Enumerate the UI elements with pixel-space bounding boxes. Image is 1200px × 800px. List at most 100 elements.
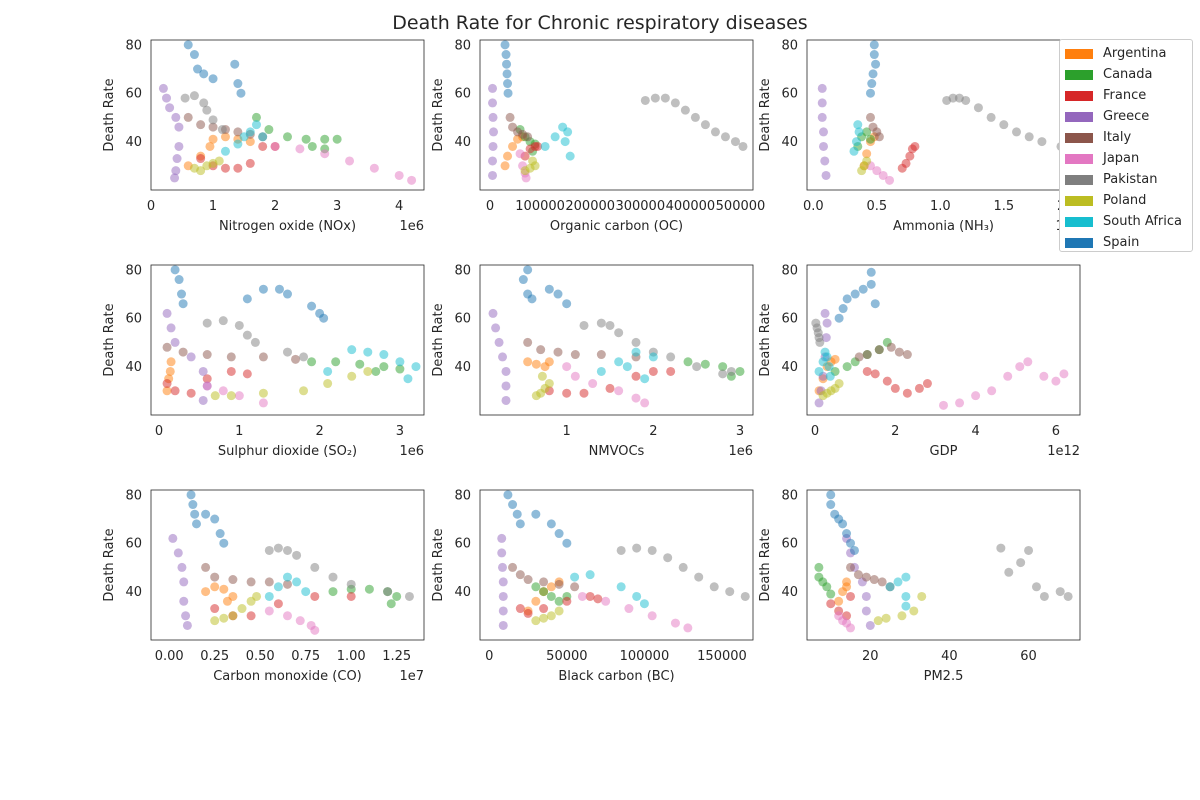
data-point	[553, 347, 563, 357]
series-poland	[520, 156, 540, 176]
x-axis-label: PM2.5	[924, 669, 964, 684]
data-point	[553, 289, 563, 299]
series-japan	[264, 606, 320, 635]
data-point	[546, 591, 556, 601]
data-point	[878, 170, 888, 180]
y-tick-label: 60	[454, 312, 471, 327]
series-spain	[865, 40, 881, 98]
y-tick-label: 40	[125, 135, 142, 150]
y-tick-label: 40	[454, 360, 471, 375]
legend-item-italy: Italy	[1065, 127, 1192, 148]
data-point	[217, 125, 227, 135]
data-point	[501, 366, 511, 376]
data-point	[817, 112, 827, 122]
data-point	[631, 347, 641, 357]
data-point	[663, 553, 673, 563]
data-point	[624, 604, 634, 614]
plot-frame	[806, 39, 1081, 191]
data-point	[395, 364, 405, 374]
data-point	[320, 134, 330, 144]
data-point	[202, 105, 212, 115]
data-point	[264, 606, 274, 616]
series-italy	[201, 562, 292, 589]
y-axis-label: Death Rate	[102, 303, 117, 376]
x-tick-label: 3	[396, 424, 404, 439]
data-point	[639, 599, 649, 609]
data-point	[523, 608, 533, 618]
data-point	[171, 112, 181, 122]
series-spain	[503, 490, 572, 548]
data-point	[301, 587, 311, 597]
data-point	[210, 391, 220, 401]
data-point	[660, 93, 670, 103]
data-point	[718, 369, 728, 379]
data-point	[234, 320, 244, 330]
data-point	[502, 59, 512, 69]
data-point	[283, 347, 292, 357]
data-point	[909, 606, 919, 616]
series-france	[515, 591, 603, 618]
y-axis-label: Death Rate	[758, 78, 773, 151]
data-point	[725, 587, 735, 597]
data-point	[866, 267, 876, 277]
data-point	[874, 345, 884, 355]
data-point	[307, 357, 317, 367]
series-italy	[854, 342, 912, 362]
subplot-1: 40 60 80 0 1 2 3 4 1e6 Nitrogen oxide (NOx) Death …	[102, 38, 425, 234]
y-tick-label: 60	[454, 87, 471, 102]
series-spain	[518, 265, 572, 309]
data-point	[242, 294, 252, 304]
series-canada	[814, 562, 836, 599]
y-tick-label: 60	[781, 537, 798, 552]
data-point	[383, 587, 393, 597]
data-point	[614, 357, 624, 367]
x-tick-label: 0.5	[866, 199, 887, 214]
data-point	[579, 388, 589, 398]
data-point	[986, 112, 996, 122]
data-point	[251, 112, 261, 122]
data-point	[488, 83, 498, 93]
data-point	[1051, 376, 1061, 386]
data-point	[174, 122, 184, 132]
x-tick-label: 150000	[697, 649, 747, 664]
data-point	[531, 359, 541, 369]
data-point	[168, 533, 178, 543]
x-axis-label: Black carbon (BC)	[558, 669, 674, 684]
data-point	[539, 604, 549, 614]
series-france	[162, 366, 252, 398]
data-point	[215, 529, 225, 539]
data-point	[208, 122, 218, 132]
data-point	[503, 490, 513, 500]
series-pakistan	[616, 543, 750, 601]
y-tick-label: 60	[781, 87, 798, 102]
series-poland	[210, 591, 262, 626]
data-point	[178, 299, 188, 309]
data-point	[616, 582, 626, 592]
data-point	[817, 98, 827, 108]
x-axis-label: Carbon monoxide (CO)	[213, 669, 362, 684]
data-point	[488, 170, 498, 180]
data-point	[283, 572, 292, 582]
data-point	[536, 345, 546, 355]
legend-swatch	[1065, 69, 1093, 80]
data-point	[570, 371, 580, 381]
data-point	[323, 366, 333, 376]
data-point	[202, 318, 212, 328]
data-point	[528, 156, 538, 166]
series-south-africa	[849, 120, 864, 156]
data-point	[544, 379, 554, 389]
data-point	[201, 509, 211, 519]
data-point	[886, 342, 896, 352]
data-point	[193, 64, 203, 74]
data-point	[258, 141, 268, 151]
data-point	[826, 500, 836, 510]
data-point	[245, 127, 255, 137]
data-point	[861, 591, 871, 601]
data-point	[539, 587, 549, 597]
data-point	[546, 519, 556, 529]
data-point	[332, 134, 342, 144]
data-point	[252, 591, 262, 601]
legend-label: South Africa	[1103, 214, 1182, 229]
data-point	[523, 357, 533, 367]
data-point	[245, 137, 255, 147]
